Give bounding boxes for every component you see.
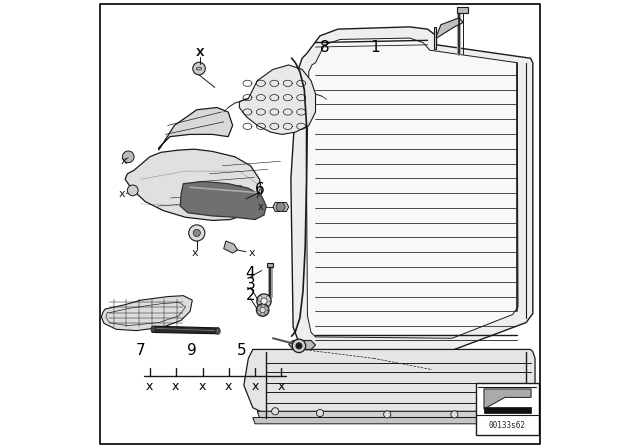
Polygon shape [244,349,535,419]
Circle shape [292,339,306,353]
Circle shape [513,409,521,416]
Circle shape [261,298,267,304]
Text: 1: 1 [370,39,380,55]
Polygon shape [484,407,531,413]
Circle shape [271,408,279,415]
Text: 9: 9 [188,343,197,358]
Circle shape [122,151,134,163]
Text: 5: 5 [237,343,246,358]
Circle shape [260,307,266,313]
Text: x: x [225,379,232,393]
Polygon shape [159,108,233,150]
Polygon shape [273,202,289,211]
Circle shape [257,304,269,316]
Polygon shape [101,296,192,331]
Bar [457,7,468,13]
Text: 3: 3 [246,277,255,292]
Text: x: x [146,379,154,393]
Text: x: x [252,379,259,393]
Polygon shape [435,27,436,49]
Ellipse shape [216,328,220,334]
Polygon shape [239,65,316,134]
Text: x: x [172,379,179,393]
Circle shape [316,409,324,417]
Circle shape [193,229,200,237]
Text: x: x [192,248,199,258]
Text: x: x [277,379,285,393]
Circle shape [383,411,391,418]
Text: 6: 6 [255,181,264,197]
Bar [476,383,539,435]
Text: x: x [118,189,125,198]
Polygon shape [291,27,533,354]
Bar [267,263,273,267]
Circle shape [276,202,285,211]
Text: 8: 8 [319,39,330,55]
Circle shape [296,343,302,349]
Text: 4: 4 [246,266,255,281]
Text: 2: 2 [246,288,255,303]
Polygon shape [484,389,531,409]
Ellipse shape [151,326,156,332]
Polygon shape [125,149,262,220]
Circle shape [451,411,458,418]
Polygon shape [307,38,518,338]
Polygon shape [257,411,534,418]
Circle shape [257,294,271,308]
Text: x: x [199,379,206,393]
Polygon shape [180,181,266,220]
Polygon shape [289,340,316,349]
Circle shape [127,185,138,196]
Text: X: X [196,48,205,58]
Polygon shape [253,418,536,424]
Circle shape [193,62,205,75]
Polygon shape [436,18,463,38]
Text: x: x [257,202,263,212]
Polygon shape [152,326,219,334]
Text: 7: 7 [136,343,146,358]
Circle shape [189,225,205,241]
Text: x: x [248,248,255,258]
Polygon shape [224,241,237,253]
Text: x: x [120,156,127,166]
Text: 00133s62: 00133s62 [489,422,526,431]
